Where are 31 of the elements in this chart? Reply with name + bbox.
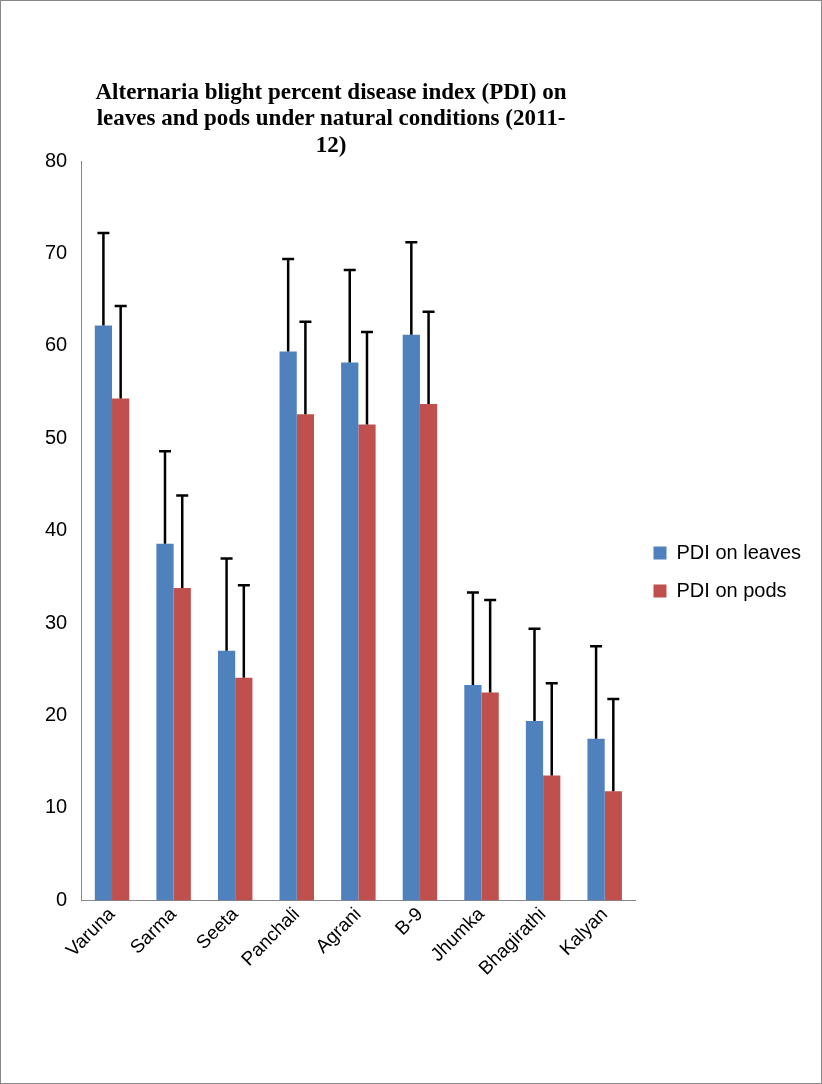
bar — [525, 721, 544, 901]
bar — [402, 334, 420, 901]
bar — [587, 738, 605, 901]
bar — [217, 650, 236, 901]
bar — [156, 543, 174, 901]
bar — [279, 351, 297, 901]
bar — [604, 791, 622, 901]
bar — [94, 325, 113, 901]
bar — [173, 587, 191, 901]
legend-label: PDI on pods — [676, 578, 787, 601]
x-tick-label: B-9 — [390, 903, 427, 939]
y-tick-label: 20 — [45, 703, 68, 726]
bar — [235, 677, 253, 901]
y-tick-label: 60 — [45, 333, 68, 356]
y-tick-label: 30 — [45, 610, 68, 633]
bar — [543, 775, 561, 901]
y-tick-label: 50 — [45, 425, 68, 448]
legend-label: PDI on leaves — [676, 540, 801, 563]
chart-title: Alternaria blight percent disease index (PDI) on leaves and pods under natural conditions (2011-12) — [94, 79, 568, 159]
bar — [481, 692, 499, 901]
y-tick-label: 70 — [45, 240, 68, 263]
bar — [341, 362, 359, 901]
y-tick-label: 10 — [45, 795, 68, 818]
bar — [419, 404, 438, 901]
y-tick-label: 80 — [45, 148, 68, 171]
bar — [112, 398, 130, 901]
y-tick-label: 0 — [56, 887, 68, 910]
bar — [358, 424, 376, 901]
bar — [464, 685, 482, 901]
y-tick-label: 40 — [45, 518, 68, 541]
bar — [296, 414, 315, 901]
